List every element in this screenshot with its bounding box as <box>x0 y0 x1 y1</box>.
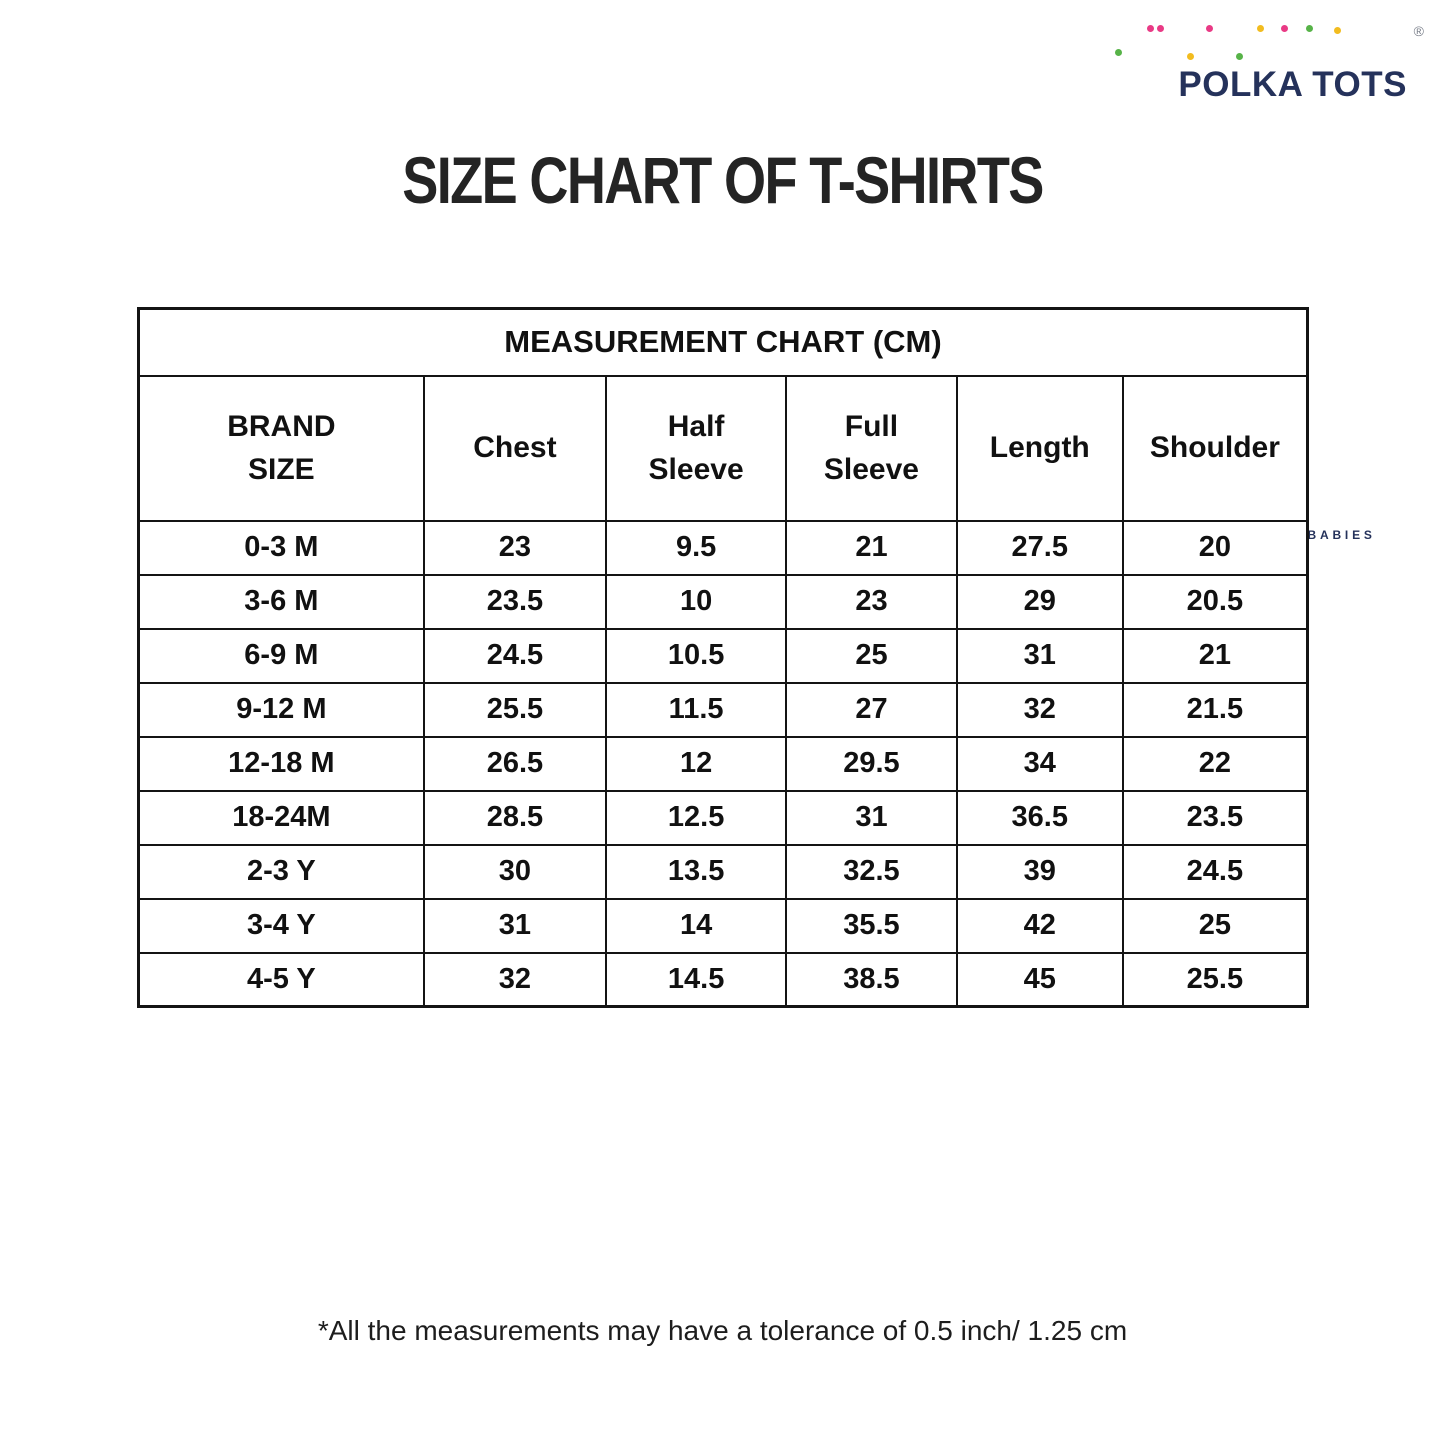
measurement-cell: 36.5 <box>955 789 1124 846</box>
measurement-cell: 27 <box>785 681 958 738</box>
table-body: 0-3 M 23 9.5 21 27.5 20 3-6 M 23.5 10 23 29 20.5 6-9… <box>137 519 1309 1008</box>
table-row: 9-12 M 25.5 11.5 27 32 21.5 <box>137 681 1309 738</box>
table-row: 0-3 M 23 9.5 21 27.5 20 <box>137 519 1309 576</box>
registered-trademark-icon: ® <box>1413 23 1424 39</box>
measurement-cell: 42 <box>955 897 1124 954</box>
measurement-cell: 13.5 <box>605 843 788 900</box>
table-row: 4-5 Y 32 14.5 38.5 45 25.5 <box>137 951 1309 1008</box>
brand-size-cell: 6-9 M <box>137 627 425 684</box>
column-header-half-sleeve: Half Sleeve <box>605 374 788 522</box>
polka-dot-icon <box>1147 25 1155 32</box>
column-header-full-sleeve: Full Sleeve <box>785 374 958 522</box>
measurement-cell: 12 <box>605 735 788 792</box>
polka-dot-icon <box>1206 25 1214 32</box>
measurement-cell: 28.5 <box>422 789 608 846</box>
measurement-cell: 14.5 <box>605 951 788 1008</box>
column-header-shoulder: Shoulder <box>1121 374 1309 522</box>
measurement-cell: 23 <box>422 519 608 576</box>
measurement-cell: 23.5 <box>1121 789 1309 846</box>
measurement-cell: 34 <box>955 735 1124 792</box>
page-title: SIZE CHART OF T-SHIRTS <box>402 143 1044 217</box>
brand-size-cell: 3-6 M <box>137 573 425 630</box>
polka-dot-icon <box>1334 27 1342 34</box>
measurement-cell: 24.5 <box>1121 843 1309 900</box>
measurement-cell: 32 <box>955 681 1124 738</box>
brand-size-cell: 9-12 M <box>137 681 425 738</box>
brand-size-cell: 2-3 Y <box>137 843 425 900</box>
brand-size-cell: 4-5 Y <box>137 951 425 1008</box>
measurement-cell: 25.5 <box>1121 951 1309 1008</box>
brand-wordmark: POLKA TOTS ® <box>1115 24 1424 522</box>
column-header-row: BRAND SIZE Chest Half Sleeve Full Sleeve… <box>137 374 1309 522</box>
measurement-cell: 35.5 <box>785 897 958 954</box>
measurement-cell: 9.5 <box>605 519 788 576</box>
measurement-cell: 26.5 <box>422 735 608 792</box>
polka-dot-icon <box>1236 53 1244 60</box>
tolerance-note: *All the measurements may have a toleran… <box>317 1315 1128 1346</box>
column-header-brand-size: BRAND SIZE <box>137 374 425 522</box>
brand-name: POLKA TOTS <box>1178 65 1407 104</box>
table-row: 18-24M 28.5 12.5 31 36.5 23.5 <box>137 789 1309 846</box>
measurement-cell: 21 <box>785 519 958 576</box>
table-title: MEASUREMENT CHART (CM) <box>137 307 1309 377</box>
brand-size-cell: 18-24M <box>137 789 425 846</box>
measurement-cell: 10.5 <box>605 627 788 684</box>
measurement-cell: 31 <box>422 897 608 954</box>
table-row: 3-6 M 23.5 10 23 29 20.5 <box>137 573 1309 630</box>
polka-dot-icon <box>1281 25 1289 32</box>
measurement-cell: 30 <box>422 843 608 900</box>
measurement-cell: 32 <box>422 951 608 1008</box>
polka-dot-icon <box>1157 25 1165 32</box>
measurement-cell: 24.5 <box>422 627 608 684</box>
polka-dot-icon <box>1187 53 1195 60</box>
brand-size-cell: 0-3 M <box>137 519 425 576</box>
table-row: 3-4 Y 31 14 35.5 42 25 <box>137 897 1309 954</box>
table-row: 6-9 M 24.5 10.5 25 31 21 <box>137 627 1309 684</box>
polka-dot-icon <box>1306 25 1314 32</box>
measurement-cell: 21.5 <box>1121 681 1309 738</box>
measurement-cell: 20 <box>1121 519 1309 576</box>
table-title-row: MEASUREMENT CHART (CM) <box>137 307 1309 377</box>
measurement-cell: 29.5 <box>785 735 958 792</box>
measurement-cell: 32.5 <box>785 843 958 900</box>
measurement-cell: 23 <box>785 573 958 630</box>
measurement-cell: 25 <box>785 627 958 684</box>
measurement-cell: 39 <box>955 843 1124 900</box>
measurement-cell: 21 <box>1121 627 1309 684</box>
measurement-cell: 25.5 <box>422 681 608 738</box>
column-header-length: Length <box>955 374 1124 522</box>
measurement-cell: 23.5 <box>422 573 608 630</box>
polka-dot-icon <box>1257 25 1265 32</box>
measurement-cell: 25 <box>1121 897 1309 954</box>
measurement-cell: 38.5 <box>785 951 958 1008</box>
measurement-cell: 31 <box>785 789 958 846</box>
measurement-cell: 20.5 <box>1121 573 1309 630</box>
measurement-cell: 14 <box>605 897 788 954</box>
measurement-cell: 12.5 <box>605 789 788 846</box>
measurement-cell: 27.5 <box>955 519 1124 576</box>
measurement-cell: 31 <box>955 627 1124 684</box>
brand-size-cell: 3-4 Y <box>137 897 425 954</box>
measurement-cell: 10 <box>605 573 788 630</box>
measurement-cell: 45 <box>955 951 1124 1008</box>
measurement-cell: 22 <box>1121 735 1309 792</box>
measurement-cell: 11.5 <box>605 681 788 738</box>
brand-size-cell: 12-18 M <box>137 735 425 792</box>
measurement-cell: 29 <box>955 573 1124 630</box>
polka-dot-icon <box>1115 49 1123 56</box>
table-row: 12-18 M 26.5 12 29.5 34 22 <box>137 735 1309 792</box>
column-header-chest: Chest <box>422 374 608 522</box>
table-row: 2-3 Y 30 13.5 32.5 39 24.5 <box>137 843 1309 900</box>
measurement-table: MEASUREMENT CHART (CM) BRAND SIZE Chest … <box>137 307 1309 1008</box>
